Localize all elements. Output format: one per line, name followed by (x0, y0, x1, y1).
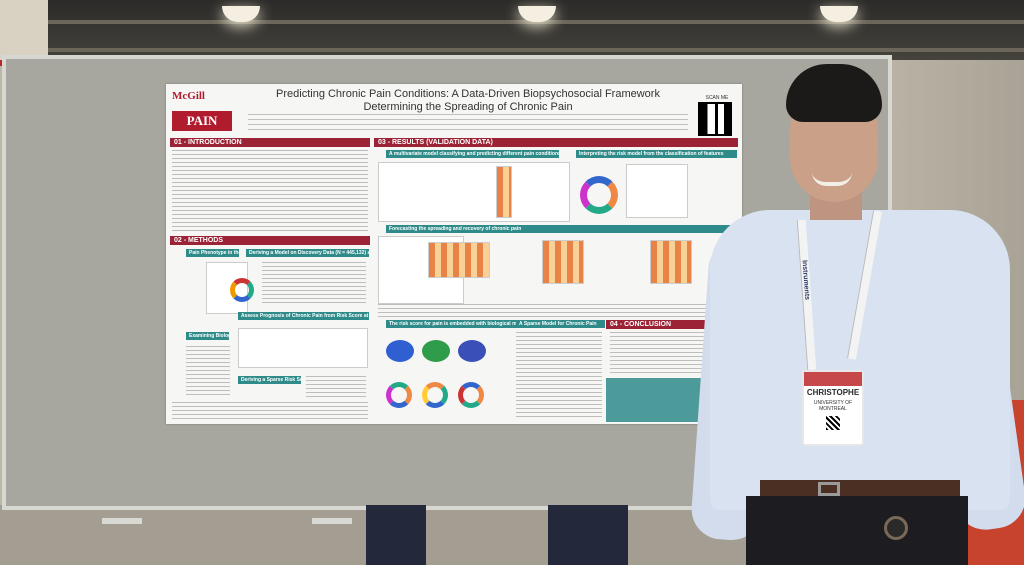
biomarker-ring (422, 382, 448, 408)
results-bar-chart (626, 164, 688, 218)
results-heatmap-a (496, 166, 512, 218)
results-c-caption (378, 304, 734, 318)
progression-heatmap (428, 242, 490, 278)
ceiling-lamp (222, 6, 260, 22)
name-badge: CHRISTOPHE UNIVERSITY OF MONTREAL (802, 370, 864, 446)
ceiling-lamp (820, 6, 858, 22)
methods-text-e (306, 376, 366, 400)
wristwatch (884, 516, 908, 540)
belt-buckle (818, 482, 840, 496)
poster-title: Predicting Chronic Pain Conditions: A Da… (276, 88, 660, 113)
methods-step-a: Pain Phenotype in the UK Biobank (186, 249, 239, 257)
section-methods: 02 - METHODS (170, 236, 370, 245)
brain-scatter-indigo (458, 340, 486, 362)
badge-qr-code (826, 416, 840, 430)
methods-text-b (262, 262, 366, 304)
results-figure-a (378, 162, 570, 222)
section-results: 03 - RESULTS (VALIDATION DATA) (374, 138, 738, 147)
methods-figure-c (238, 328, 368, 368)
methods-step-e: Deriving a Sparse Risk Score from Core F… (238, 376, 301, 384)
results-step-b: Interpreting the risk model from the cla… (576, 150, 737, 158)
biomarker-ring (458, 382, 484, 408)
methods-step-b: Deriving a Model on Discovery Data (N = … (246, 249, 369, 257)
badge-name: CHRISTOPHE (806, 388, 860, 397)
hair (786, 64, 882, 122)
poster-header: McGill PAIN Predicting Chronic Pain Cond… (166, 84, 742, 136)
odds-heatmap (542, 240, 584, 284)
smile (812, 172, 852, 186)
belt (760, 480, 960, 498)
background-person-legs (548, 505, 628, 565)
brain-scatter-blue (386, 340, 414, 362)
ceiling-beam (0, 20, 1024, 24)
qr-code (698, 102, 732, 136)
section-conclusion: 04 - CONCLUSION (606, 320, 738, 329)
references-text (172, 402, 368, 420)
results-donut-chart (580, 176, 618, 214)
badge-header (804, 372, 862, 386)
board-leg (312, 518, 352, 524)
lanyard-label: Instruments (800, 259, 811, 301)
results-step-c: Forecasting the spreading and recovery o… (386, 225, 737, 233)
poster-authors (248, 114, 688, 134)
background-person-legs (366, 505, 426, 565)
badge-organization: UNIVERSITY OF MONTREAL (813, 400, 853, 412)
pants (746, 496, 968, 565)
pain-logo: PAIN (172, 111, 232, 131)
sparse-model-text (516, 332, 602, 418)
methods-step-d: Examining Biological Markers (186, 332, 229, 340)
methods-ring-chart (230, 278, 254, 302)
research-poster: McGill PAIN Predicting Chronic Pain Cond… (166, 84, 742, 424)
ceiling-beam (0, 48, 1024, 52)
intro-text (172, 150, 368, 234)
methods-text-d (186, 346, 230, 396)
biomarker-ring (386, 382, 412, 408)
results-step-d: The risk score for pain is embedded with… (386, 320, 519, 328)
section-introduction: 01 - INTRODUCTION (170, 138, 370, 147)
results-step-e: A Sparse Model for Chronic Pain (516, 320, 605, 328)
results-step-a: A multivariate model classifying and pre… (386, 150, 559, 158)
risk-heatmap (650, 240, 692, 284)
board-leg (102, 518, 142, 524)
methods-step-c: Assess Prognosis of Chronic Pain from Ri… (238, 312, 369, 320)
presenter: Instruments CHRISTOPHE UNIVERSITY OF MON… (689, 60, 1024, 565)
ceiling-lamp (518, 6, 556, 22)
brain-scatter-green (422, 340, 450, 362)
scan-me-label: SCAN ME (705, 95, 729, 101)
shirt (710, 210, 1010, 510)
mcgill-logo: McGill (172, 90, 205, 102)
